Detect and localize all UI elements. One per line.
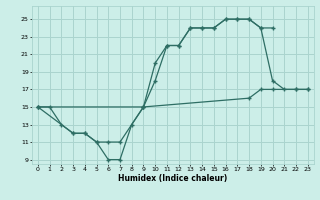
X-axis label: Humidex (Indice chaleur): Humidex (Indice chaleur) [118, 174, 228, 183]
